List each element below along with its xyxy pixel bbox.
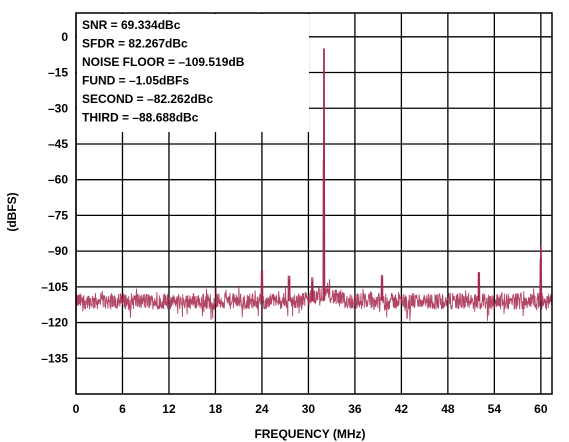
y-tick-label: –60: [48, 173, 68, 187]
annotation-line: SECOND = –82.262dBc: [82, 92, 213, 106]
x-tick-label: 42: [395, 402, 409, 416]
annotation-background: [77, 14, 309, 132]
y-axis-ticks: 0 –15 –30 –45 –60 –75 –90 –105 –120 –135: [41, 30, 68, 365]
y-tick-label: –45: [48, 137, 68, 151]
y-tick-label: –105: [41, 280, 68, 294]
x-tick-label: 24: [255, 402, 269, 416]
plot-border: [75, 12, 553, 395]
x-tick-label: 54: [488, 402, 502, 416]
x-axis-label: FREQUENCY (MHz): [254, 427, 365, 441]
y-tick-label: –120: [41, 316, 68, 330]
annotation-box: SNR = 69.334dBc SFDR = 82.267dBc NOISE FLO…: [77, 14, 309, 132]
x-tick-label: 48: [441, 402, 455, 416]
spectrum-trace: [75, 48, 553, 321]
annotation-line: SFDR = 82.267dBc: [82, 37, 188, 51]
annotation-line: NOISE FLOOR = –109.519dB: [82, 55, 245, 69]
y-tick-label: –135: [41, 351, 68, 365]
y-tick-label: –15: [48, 66, 68, 80]
y-axis-label: (dBFS): [5, 192, 19, 231]
spectrum-line: [75, 48, 553, 321]
x-tick-label: 12: [162, 402, 176, 416]
y-tick-label: –90: [48, 244, 68, 258]
x-axis-ticks: 0 6 12 18 24 30 36 42 48 54 60: [73, 402, 548, 416]
y-tick-label: 0: [61, 30, 68, 44]
x-tick-label: 0: [73, 402, 80, 416]
annotation-line: THIRD = –88.688dBc: [82, 111, 199, 125]
x-tick-label: 6: [119, 402, 126, 416]
annotation-line: SNR = 69.334dBc: [82, 18, 181, 32]
x-tick-label: 36: [348, 402, 362, 416]
annotation-line: FUND = –1.05dBFs: [82, 74, 189, 88]
y-tick-label: –75: [48, 208, 68, 222]
plot-frame: [75, 12, 553, 395]
x-tick-label: 30: [302, 402, 316, 416]
x-tick-label: 60: [534, 402, 548, 416]
x-tick-label: 18: [209, 402, 223, 416]
y-tick-label: –30: [48, 101, 68, 115]
